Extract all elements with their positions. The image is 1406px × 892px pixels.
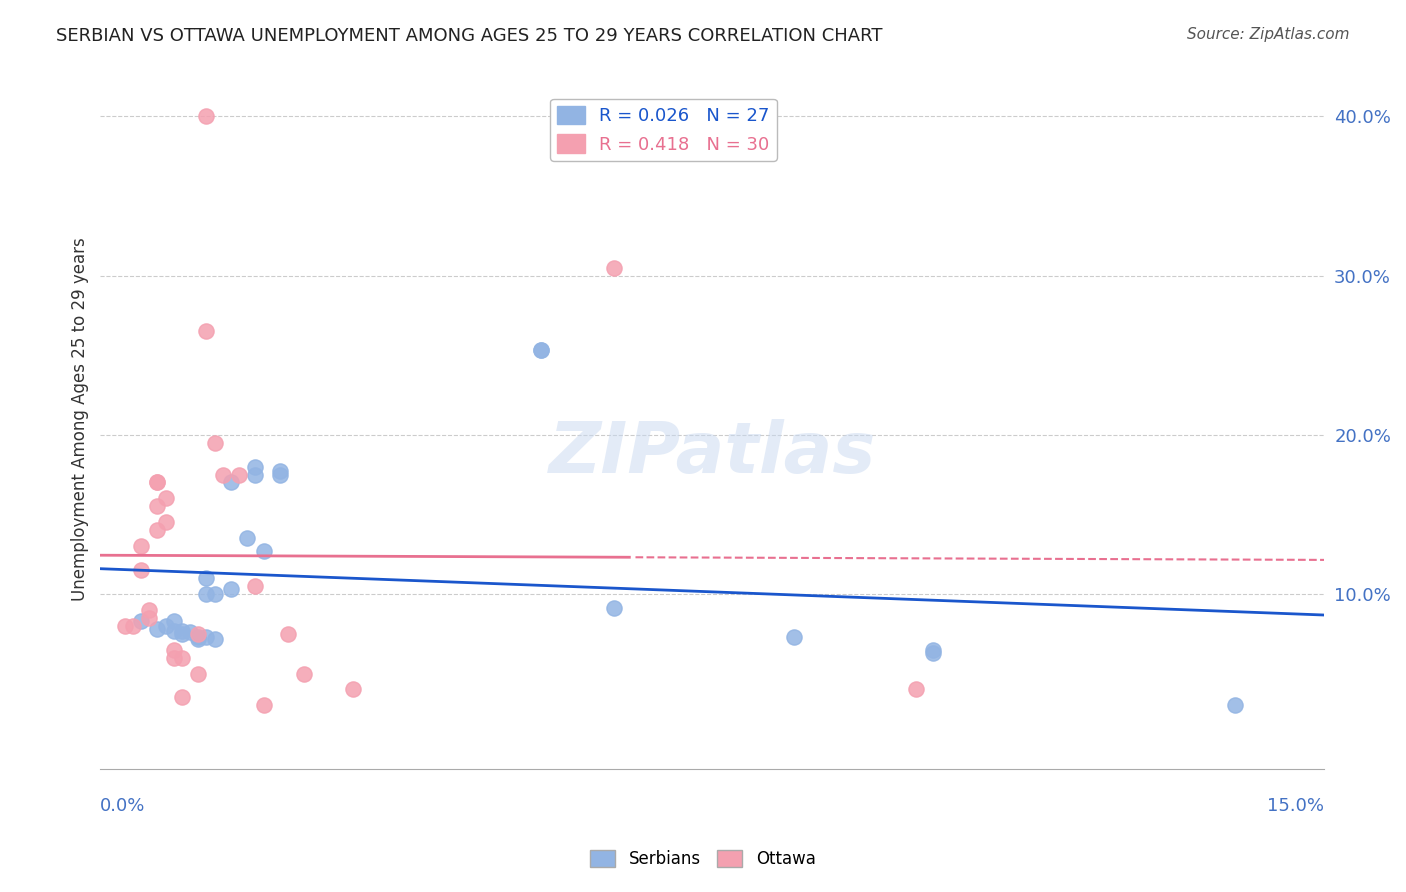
Point [252,698,274,713]
Point [187,626,209,640]
Point [146,500,169,514]
Text: 0.0%: 0.0% [100,797,146,815]
Text: Source: ZipAtlas.com: Source: ZipAtlas.com [1187,27,1350,42]
Point [921,646,943,660]
Point [170,624,193,638]
Point [1223,698,1246,713]
Point [114,619,136,633]
Point [163,614,186,628]
Point [245,467,267,482]
Point [129,539,152,553]
Point [292,666,315,681]
Point [530,343,553,358]
Point [342,682,364,697]
Point [530,343,553,358]
Point [252,544,274,558]
Point [204,435,226,450]
Point [138,603,160,617]
Point [129,563,152,577]
Legend: R = 0.026   N = 27, R = 0.418   N = 30: R = 0.026 N = 27, R = 0.418 N = 30 [550,98,776,161]
Point [179,625,201,640]
Point [603,260,626,275]
Point [129,614,152,628]
Point [146,523,169,537]
Point [195,571,218,585]
Point [187,666,209,681]
Point [122,619,145,633]
Point [219,582,242,597]
Point [219,475,242,490]
Point [236,531,259,545]
Point [146,475,169,490]
Point [138,611,160,625]
Point [187,632,209,646]
Point [163,624,186,638]
Point [269,467,291,482]
Point [603,601,626,615]
Point [905,682,928,697]
Point [170,690,193,705]
Point [277,626,299,640]
Point [204,632,226,646]
Text: 15.0%: 15.0% [1267,797,1324,815]
Point [146,475,169,490]
Point [783,630,806,644]
Text: SERBIAN VS OTTAWA UNEMPLOYMENT AMONG AGES 25 TO 29 YEARS CORRELATION CHART: SERBIAN VS OTTAWA UNEMPLOYMENT AMONG AGE… [56,27,883,45]
Point [170,626,193,640]
Point [195,109,218,123]
Point [163,642,186,657]
Point [245,579,267,593]
Point [187,630,209,644]
Point [211,467,233,482]
Point [170,650,193,665]
Point [204,587,226,601]
Point [921,642,943,657]
Point [163,650,186,665]
Legend: Serbians, Ottawa: Serbians, Ottawa [583,843,823,875]
Y-axis label: Unemployment Among Ages 25 to 29 years: Unemployment Among Ages 25 to 29 years [72,237,89,600]
Point [269,464,291,478]
Point [195,630,218,644]
Point [155,491,177,506]
Point [228,467,250,482]
Point [155,619,177,633]
Point [146,622,169,636]
Point [195,587,218,601]
Point [245,459,267,474]
Point [155,516,177,530]
Point [195,324,218,338]
Text: ZIPatlas: ZIPatlas [548,419,876,488]
